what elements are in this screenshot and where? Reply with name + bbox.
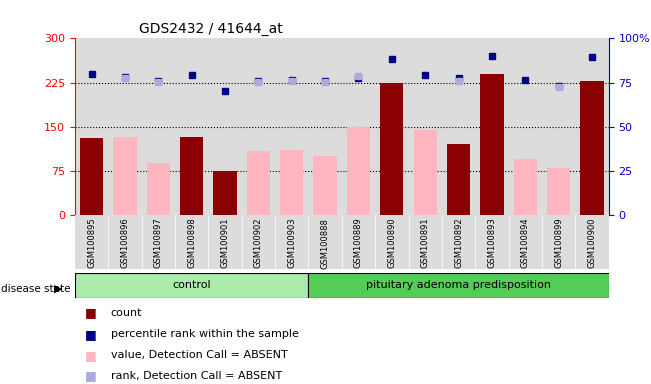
Bar [542,215,575,269]
Text: GSM100893: GSM100893 [488,218,497,268]
Text: ■: ■ [85,369,96,382]
Bar [475,215,508,269]
Bar [575,38,609,215]
Bar [242,38,275,215]
Bar [342,215,375,269]
Text: ■: ■ [85,306,96,319]
Bar [275,38,309,215]
Bar [514,159,537,215]
Bar [575,215,609,269]
Bar [409,215,442,269]
Bar [208,38,242,215]
Text: GSM100895: GSM100895 [87,218,96,268]
Text: pituitary adenoma predisposition: pituitary adenoma predisposition [366,280,551,290]
Text: GSM100896: GSM100896 [120,218,130,268]
Bar [342,38,375,215]
Bar [380,83,404,215]
Bar [247,151,270,215]
Text: GSM100889: GSM100889 [354,218,363,268]
Bar [75,38,108,215]
Text: GSM100891: GSM100891 [421,218,430,268]
Text: GSM100898: GSM100898 [187,218,196,268]
Text: GSM100899: GSM100899 [554,218,563,268]
Text: GSM100890: GSM100890 [387,218,396,268]
Text: GSM100892: GSM100892 [454,218,463,268]
Bar [375,38,409,215]
Bar [180,137,203,215]
Bar [309,215,342,269]
Text: count: count [111,308,142,318]
Bar [142,38,175,215]
Bar [75,215,108,269]
Bar [175,38,208,215]
Bar [547,168,570,215]
Text: disease state: disease state [1,284,71,294]
Bar [480,74,504,215]
Bar [508,38,542,215]
Bar [142,215,175,269]
Bar [280,150,303,215]
Bar [113,137,137,215]
Text: GSM100901: GSM100901 [221,218,230,268]
Bar [442,215,475,269]
Text: GSM100900: GSM100900 [587,218,596,268]
Bar [146,163,170,215]
Text: value, Detection Call = ABSENT: value, Detection Call = ABSENT [111,350,288,360]
Text: GDS2432 / 41644_at: GDS2432 / 41644_at [139,22,283,36]
Bar [80,139,104,215]
Bar [347,127,370,215]
Bar [409,38,442,215]
Bar [475,38,508,215]
Bar [242,215,275,269]
Text: rank, Detection Call = ABSENT: rank, Detection Call = ABSENT [111,371,282,381]
Text: GSM100897: GSM100897 [154,218,163,268]
Bar [214,171,237,215]
Bar [413,130,437,215]
Bar [542,38,575,215]
Bar [309,273,609,298]
Bar [442,38,475,215]
Text: GSM100888: GSM100888 [320,218,329,268]
Text: GSM100903: GSM100903 [287,218,296,268]
Bar [208,215,242,269]
Bar [275,215,309,269]
Bar [375,215,409,269]
Bar [580,81,603,215]
Bar [108,38,142,215]
Bar [75,273,309,298]
Bar [175,215,208,269]
Text: ■: ■ [85,349,96,362]
Bar [309,38,342,215]
Text: percentile rank within the sample: percentile rank within the sample [111,329,299,339]
Text: ■: ■ [85,328,96,341]
Bar [108,215,142,269]
Text: control: control [173,280,211,290]
Bar [447,144,470,215]
Bar [508,215,542,269]
Text: GSM100902: GSM100902 [254,218,263,268]
Bar [313,156,337,215]
Text: ▶: ▶ [54,284,62,294]
Text: GSM100894: GSM100894 [521,218,530,268]
